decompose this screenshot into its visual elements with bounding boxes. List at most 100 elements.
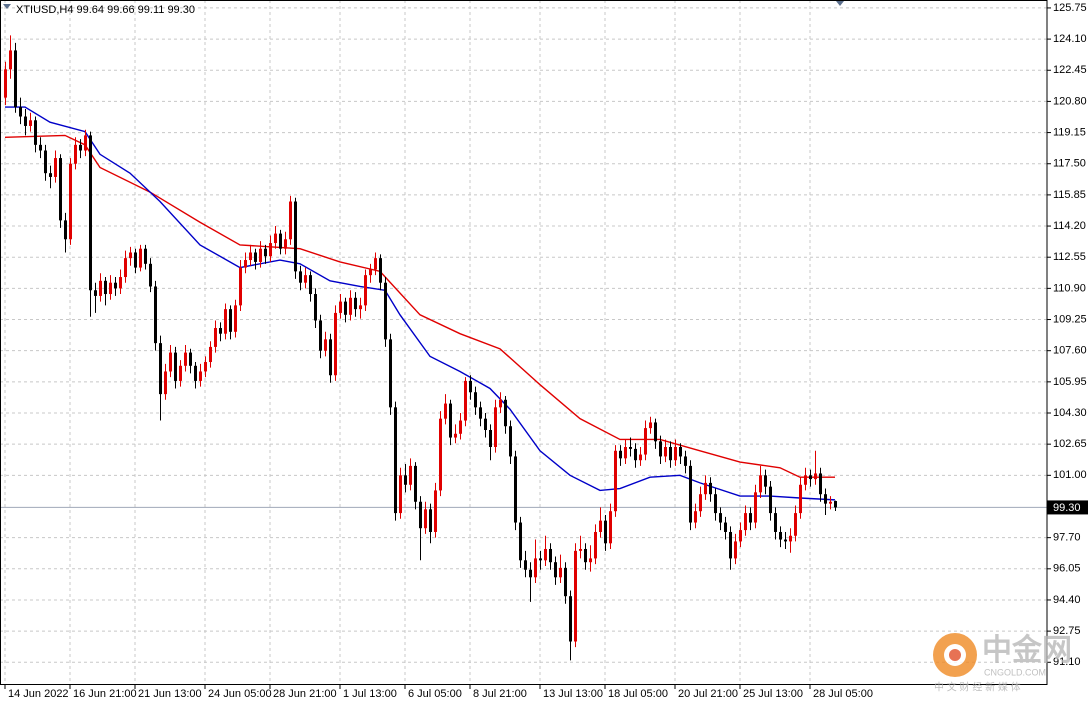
x-tick-label: 18 Jul 05:00 <box>608 688 668 700</box>
candle-body <box>329 339 332 376</box>
candle-body <box>39 144 42 151</box>
candle-body <box>709 482 712 495</box>
candle-body <box>389 339 392 408</box>
x-tick-label: 16 Jun 21:00 <box>73 688 137 700</box>
candle-body <box>204 362 207 372</box>
candle-body <box>289 201 292 240</box>
x-tick-label: 21 Jun 13:00 <box>138 688 202 700</box>
candle-body <box>54 158 57 177</box>
x-tick-label: 6 Jul 05:00 <box>408 688 462 700</box>
candle-body <box>339 301 342 313</box>
candle-body <box>384 282 387 340</box>
candle-body <box>664 446 667 457</box>
candle-body <box>739 530 742 542</box>
y-tick-label: 124.10 <box>1053 33 1087 45</box>
candle-body <box>704 482 707 495</box>
candle-body <box>449 403 452 438</box>
candle-body <box>114 282 117 289</box>
candle-body <box>74 144 77 164</box>
candle-body <box>644 428 647 455</box>
candle-body <box>89 135 92 291</box>
x-tick-label: 8 Jul 21:00 <box>473 688 527 700</box>
candle-body <box>324 339 327 351</box>
candle-body <box>314 294 317 321</box>
candle-body <box>529 569 532 578</box>
candle-body <box>269 243 272 257</box>
candle-body <box>249 252 252 261</box>
candle-body <box>459 420 462 434</box>
moving-average-line <box>4 134 835 478</box>
candle-body <box>84 135 87 151</box>
candle-body <box>484 418 487 431</box>
candle-body <box>499 399 502 408</box>
candle-body <box>834 501 837 508</box>
candle-body <box>19 107 22 117</box>
candle-body <box>134 252 137 268</box>
candle-body <box>119 277 122 289</box>
candle-body <box>669 446 672 461</box>
candle-body <box>209 346 212 363</box>
candle-body <box>684 456 687 466</box>
candle-body <box>744 513 747 531</box>
candle-body <box>144 248 147 264</box>
candle-body <box>719 513 722 523</box>
candle-body <box>109 282 112 295</box>
candle-body <box>734 541 737 559</box>
moving-average-line <box>5 106 836 501</box>
candle-body <box>414 465 417 502</box>
candle-body <box>674 446 677 461</box>
candle-body <box>524 560 527 570</box>
candle-body <box>79 144 82 151</box>
candle-body <box>554 562 557 578</box>
candle-body <box>439 418 442 491</box>
candle-body <box>659 441 662 457</box>
candle-body <box>264 248 267 257</box>
candle-body <box>799 484 802 514</box>
candle-body <box>489 430 492 447</box>
candle-body <box>689 465 692 523</box>
candle-body <box>654 422 657 442</box>
candle-body <box>494 407 497 447</box>
y-tick-label: 112.55 <box>1053 251 1086 263</box>
x-tick-label: 14 Jun 2022 <box>8 688 69 700</box>
candle-body <box>714 494 717 514</box>
candle-body <box>779 531 782 540</box>
candle-body <box>569 596 572 642</box>
candle-body <box>789 535 792 542</box>
candle-body <box>129 252 132 259</box>
y-tick-label: 109.25 <box>1053 313 1087 325</box>
shift-marker <box>836 1 844 6</box>
y-tick-label: 117.50 <box>1053 158 1086 170</box>
x-tick-label: 13 Jul 13:00 <box>543 688 603 700</box>
x-tick-label: 1 Jul 13:00 <box>343 688 397 700</box>
candle-body <box>9 50 12 70</box>
candle-body <box>694 511 697 523</box>
candle-body <box>579 548 582 551</box>
candle-body <box>594 531 597 559</box>
candle-body <box>814 473 817 480</box>
candle-body <box>829 501 832 504</box>
chart-title: XTIUSD,H4 99.64 99.66 99.11 99.30 <box>16 4 195 16</box>
candle-body <box>479 407 482 419</box>
candle-body <box>279 233 282 249</box>
candle-body <box>774 513 777 532</box>
candle-body <box>369 269 372 276</box>
candle-body <box>544 548 547 561</box>
candle-body <box>634 448 637 461</box>
candle-body <box>159 343 162 395</box>
candle-body <box>344 301 347 315</box>
watermark-slogan: 中 文 财 经 新 媒 体 <box>934 681 1021 694</box>
x-tick-label: 28 Jul 05:00 <box>813 688 873 700</box>
candle-body <box>649 422 652 429</box>
candle-body <box>94 290 97 296</box>
candle-body <box>444 403 447 419</box>
candle-body <box>214 328 217 347</box>
y-tick-label: 125.75 <box>1053 2 1087 14</box>
menu-arrow <box>3 4 11 9</box>
y-tick-label: 91.10 <box>1053 656 1081 668</box>
candle-body <box>619 450 622 459</box>
candle-body <box>334 312 337 376</box>
candle-body <box>504 399 507 427</box>
